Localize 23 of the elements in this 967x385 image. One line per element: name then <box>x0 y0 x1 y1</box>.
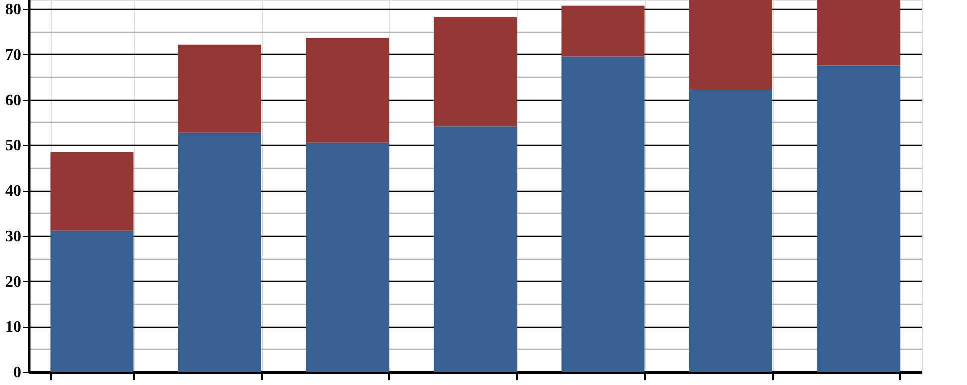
bar <box>434 126 518 372</box>
bar <box>817 66 900 372</box>
bar <box>306 142 390 372</box>
bar <box>817 0 900 66</box>
bar <box>689 0 773 90</box>
bar <box>306 38 390 143</box>
bar <box>50 230 134 372</box>
y-tick-label: 0 <box>14 364 22 382</box>
y-tick-label: 40 <box>6 183 22 200</box>
y-tick-label: 70 <box>6 46 22 64</box>
bar <box>50 152 134 231</box>
bar <box>434 17 518 127</box>
y-tick-label: 60 <box>6 92 22 110</box>
y-tick-label: 50 <box>6 138 22 155</box>
y-tick-label: 30 <box>6 228 22 246</box>
y-tick-label: 10 <box>6 319 22 336</box>
bar <box>562 6 645 57</box>
bar <box>178 132 262 372</box>
y-tick-label: 80 <box>6 2 22 19</box>
bar <box>562 56 645 372</box>
bar <box>178 44 262 133</box>
bar <box>689 89 773 372</box>
y-tick-label: 20 <box>6 274 22 291</box>
